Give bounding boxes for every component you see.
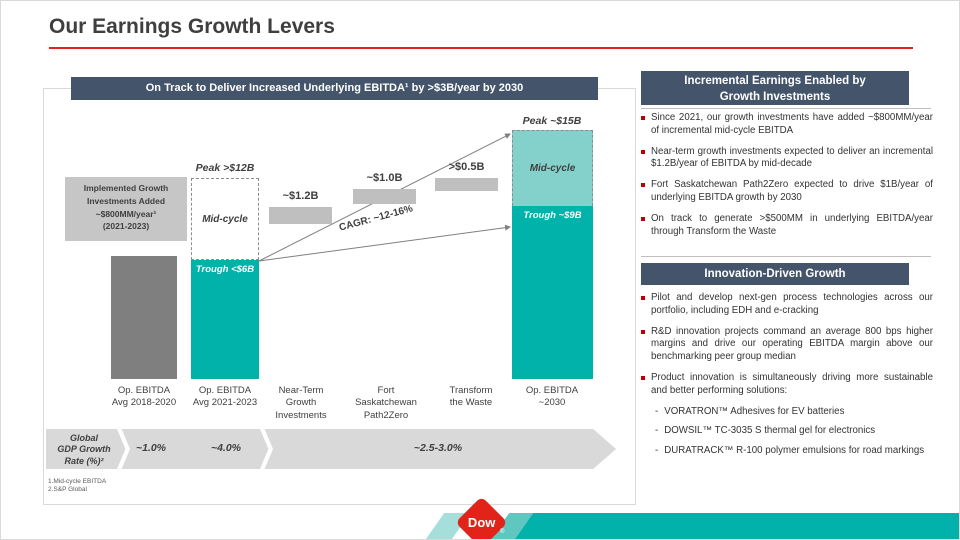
x-axis-label-2021-2023: Op. EBITDA Avg 2021-2023 <box>192 385 258 409</box>
bullet-item: Near-term growth investments expected to… <box>641 146 933 172</box>
bullet-text: Pilot and develop next-gen process techn… <box>651 292 933 316</box>
increment-label-near-term: ~$1.2B <box>282 190 319 202</box>
divider-line <box>641 108 931 109</box>
bullet-marker <box>641 329 645 334</box>
footnote-1: 1.Mid-cycle EBITDA <box>48 478 107 485</box>
gdp-growth-arrow: Global GDP Growth Rate (%)² ~1.0% ~4.0% … <box>46 429 616 469</box>
trough-label-2021-2023: Trough <$6B <box>195 264 255 275</box>
peak-label-2030: Peak ~$15B <box>522 115 582 127</box>
registered-mark: ® <box>500 529 505 535</box>
gdp-value-2021-2023: ~4.0% <box>210 442 242 454</box>
bullet-item: On track to generate >$500MM in underlyi… <box>641 213 933 239</box>
incremental-earnings-bullets: Since 2021, our growth investments have … <box>641 112 933 246</box>
increment-bar-transform-waste <box>435 178 498 191</box>
x-axis-label-near-term: Near-Term Growth Investments <box>275 385 327 421</box>
sub-bullet-item: - VORATRON™ Adhesives for EV batteries <box>655 406 933 419</box>
sub-bullet-dash: - <box>655 405 659 417</box>
bullet-marker <box>641 216 645 221</box>
sub-bullet-item: - DURATRACK™ R-100 polymer emulsions for… <box>655 445 933 458</box>
bullet-marker <box>641 116 645 120</box>
increment-label-transform-waste: >$0.5B <box>448 161 485 173</box>
bullet-text: Since 2021, our growth investments have … <box>651 112 933 136</box>
bullet-item: Since 2021, our growth investments have … <box>641 112 933 138</box>
bullet-marker <box>641 149 645 154</box>
midcycle-range-2030: Mid-cycle <box>512 130 593 206</box>
innovation-growth-bullets: Pilot and develop next-gen process techn… <box>641 292 933 464</box>
x-axis-label-transform-waste: Transform the Waste <box>449 385 493 409</box>
implemented-investments-callout: Implemented Growth Investments Added ~$8… <box>65 177 187 241</box>
bullet-text: R&D innovation projects command an avera… <box>651 325 933 363</box>
increment-bar-near-term <box>269 207 332 224</box>
sub-bullet-text: DOWSIL™ TC-3035 S thermal gel for electr… <box>664 425 876 437</box>
bullet-text: Near-term growth investments expected to… <box>651 145 933 170</box>
bullet-marker <box>641 183 645 188</box>
sub-bullet-dash: - <box>655 425 659 437</box>
bar-op-ebitda-2018-2020 <box>111 256 177 379</box>
bullet-item: Fort Saskatchewan Path2Zero expected to … <box>641 179 933 205</box>
gdp-value-2018-2020: ~1.0% <box>135 442 167 454</box>
sub-bullet-dash: - <box>655 444 659 456</box>
bullet-item: Pilot and develop next-gen process techn… <box>641 292 933 318</box>
bullet-marker <box>641 375 645 380</box>
midcycle-label-2030: Mid-cycle <box>529 163 576 174</box>
bullet-marker <box>641 296 645 300</box>
bullet-text: Fort Saskatchewan Path2Zero expected to … <box>651 179 933 203</box>
midcycle-label-2021-2023: Mid-cycle <box>202 213 248 225</box>
sub-bullet-item: - DOWSIL™ TC-3035 S thermal gel for elec… <box>655 425 933 438</box>
peak-label-2021-2023: Peak >$12B <box>195 162 255 174</box>
trough-label-2030: Trough ~$9B <box>523 210 582 221</box>
increment-bar-path2zero <box>353 189 416 204</box>
slide-title: Our Earnings Growth Levers <box>49 15 335 38</box>
increment-label-path2zero: ~$1.0B <box>366 172 403 184</box>
panel-header-incremental-earnings: Incremental Earnings Enabled by Growth I… <box>641 71 909 105</box>
sub-bullet-text: DURATRACK™ R-100 polymer emulsions for r… <box>664 444 925 456</box>
bullet-item: Product innovation is simultaneously dri… <box>641 372 933 398</box>
gdp-axis-label: Global GDP Growth Rate (%)² <box>57 433 111 466</box>
x-axis-label-2018-2020: Op. EBITDA Avg 2018-2020 <box>111 385 177 409</box>
teal-band <box>505 513 959 539</box>
bullet-item: R&D innovation projects command an avera… <box>641 326 933 364</box>
bullet-text: Product innovation is simultaneously dri… <box>651 371 933 396</box>
dow-logo-text: Dow <box>467 514 496 530</box>
bar-op-ebitda-2021-2023: Trough <$6B <box>191 260 259 379</box>
chart-header-bar: On Track to Deliver Increased Underlying… <box>71 77 598 100</box>
bullet-text: On track to generate >$500MM in underlyi… <box>651 212 933 237</box>
bar-op-ebitda-2030: Trough ~$9B <box>512 206 593 379</box>
gdp-value-forward: ~2.5-3.0% <box>413 442 463 454</box>
footnote-2: 2.S&P Global <box>48 486 87 493</box>
x-axis-label-2030: Op. EBITDA ~2030 <box>525 385 579 409</box>
panel-header-innovation-growth: Innovation-Driven Growth <box>641 263 909 285</box>
x-axis-label-path2zero: Fort Saskatchewan Path2Zero <box>355 385 417 421</box>
chevron-divider-icon <box>260 429 273 469</box>
midcycle-range-2021-2023: Mid-cycle <box>191 178 259 260</box>
sub-bullet-text: VORATRON™ Adhesives for EV batteries <box>664 405 845 417</box>
title-underline <box>49 47 913 49</box>
divider-line <box>641 256 931 257</box>
